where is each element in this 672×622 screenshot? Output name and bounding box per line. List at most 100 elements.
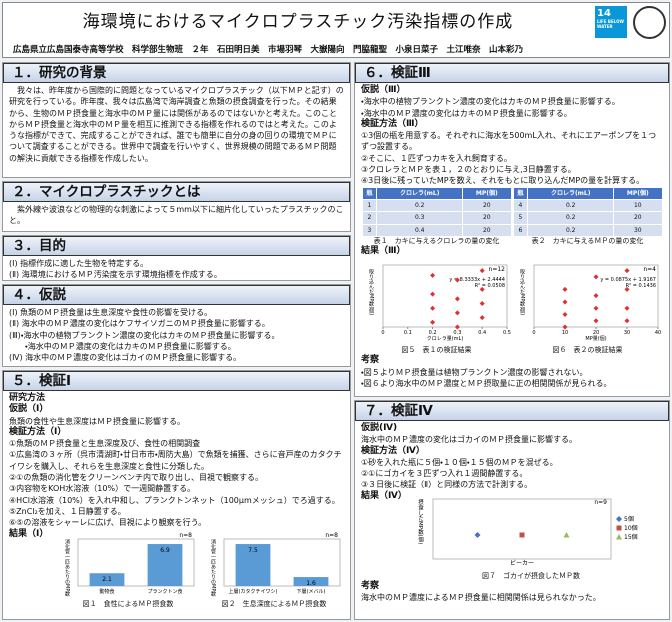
table-cell: 0.3	[376, 211, 464, 225]
value-label: 7.5	[248, 547, 258, 554]
x-tick-label: 0.4	[478, 330, 486, 336]
text-line: ・海水中の植物プランクトン濃度の変化はカキのＭＰ摂食量に影響する。	[361, 97, 620, 107]
r-squared: R² = 0.1436	[625, 283, 655, 289]
text-line: 仮説（Ⅰ）	[9, 404, 49, 415]
figure: 摂食したMP数(個) n=9 ビーカー 5個 10個 15個 図７ ゴカイが摂食したＭＰ数	[411, 491, 651, 581]
point	[479, 315, 485, 321]
point	[563, 531, 570, 538]
table-row: 2 0.3 20	[361, 211, 512, 225]
point	[624, 268, 629, 274]
table-header-cell: クロレラ(mL)	[527, 186, 615, 200]
text-line: 仮説（Ⅲ）	[361, 85, 406, 95]
result-heading: 結果（Ⅳ）	[361, 490, 407, 501]
x-axis-label: クロレラ量(mL)	[426, 335, 463, 342]
value-label: 1.6	[306, 580, 316, 587]
table-cell: 20	[462, 223, 512, 237]
section-heading: ６．検証Ⅲ	[355, 63, 669, 83]
table-header-cell: クロレラ(mL)	[376, 186, 464, 200]
text-line: (Ⅰ) 指標作成に適した生物を特定する。	[9, 259, 149, 268]
n-label: n=12	[488, 266, 505, 273]
point	[593, 318, 598, 324]
y-axis-label: 取り込んだMP数(個)	[368, 269, 374, 315]
y-axis-label: 消化管一匹あたりのMP数(個)	[210, 538, 216, 597]
n-label: n=9	[594, 499, 607, 506]
point	[429, 305, 435, 311]
sdg-number: 14	[597, 8, 611, 19]
table-header-cell: MP(個)	[462, 186, 512, 200]
table: 瓶クロレラ(mL) MP(個) 4 0.2 10 5 0.2 20 6 0.2 30	[512, 186, 663, 237]
text-line: ①広島湾の３ヶ所（呉市清湖町・廿日市市・周防大島）で魚類を捕獲、さらに音戸産のカ…	[9, 450, 342, 471]
legend-marker	[616, 533, 622, 540]
x-tick-label: プランクトン食	[147, 589, 182, 595]
lines: 仮説（Ⅲ） ・海水中の植物プランクトン濃度の変化はカキのＭＰ摂食量に影響する。 ・海…	[361, 85, 663, 187]
section-heading: １．研究の背景	[3, 63, 350, 83]
legend-marker	[616, 515, 622, 522]
caption: 図２ 生息深度によるＭＰ摂食数	[221, 599, 327, 608]
sdg-text: LIFE BELOW WATER	[597, 19, 624, 29]
x-tick-label: 0.3	[453, 330, 461, 336]
n-label: n=8	[325, 532, 338, 539]
table-cell: 0.2	[527, 198, 615, 213]
point	[593, 274, 598, 280]
section-body: (Ⅰ) 指標作成に適した生物を特定する。 (Ⅱ) 海環境におけるＭＰ汚染度を示す環…	[3, 256, 350, 280]
legend-label: 15個	[624, 533, 638, 541]
value-label: 6.9	[160, 547, 170, 554]
text-line: (Ⅰ) 魚類のＭＰ摂食量は生息深度や食性の影響を受ける。	[9, 308, 213, 317]
discussion-heading: 考察	[361, 581, 380, 592]
sdg-logo: 14 LIFE BELOW WATER	[595, 6, 627, 38]
table-wrap: 瓶クロレラ(mL) MP(個) 4 0.2 10 5 0.2 20 6 0.2 30 表２ カキに与え…	[512, 186, 663, 246]
point	[454, 324, 460, 330]
bar-chart: 消化管一匹あたりのMP数(個) n=8 2.1 動物食 6.9 プランクトン食	[64, 532, 195, 605]
text-line: 海水中のＭＰ濃度によるＭＰ摂食量に相関関係は見られなかった。	[361, 593, 601, 603]
section-heading: ７．検証Ⅳ	[355, 401, 669, 421]
section-heading: ３．目的	[3, 236, 350, 256]
text-line: ①魚類のＭＰ摂食量と生息深度及び、食性の相関調査	[9, 439, 201, 449]
x-axis-label: MP量(個)	[585, 335, 606, 342]
figure: 消化管一匹あたりのMP数(個) n=8 7.5 上層(カタクチイワシ) 1.6 下層(メバ…	[204, 529, 344, 609]
result-heading: 結果（Ⅲ）	[361, 245, 406, 256]
table-row: 瓶クロレラ(mL) MP(個) 1 0.2 20 2 0.3 20 3 0.4 20 表１ カキに与え…	[361, 186, 663, 246]
legend-label: 10個	[624, 524, 638, 532]
point	[562, 299, 567, 305]
point	[454, 277, 460, 283]
text-line: ③クロレラとＭＰを表１，２のとおりに与え,3日静置する。	[361, 165, 576, 175]
text-line: 検証方法（Ⅲ）	[361, 118, 424, 129]
section-heading: ４．仮説	[3, 285, 350, 305]
value-label: 2.1	[102, 576, 112, 583]
text-line: (Ⅳ) 海水中のＭＰ濃度の変化はゴカイのＭＰ摂食量に影響する。	[9, 353, 242, 363]
point	[562, 312, 567, 318]
figure: 取り込んだMP数(個) n=12 y = 8.3333x + 2.4444 R² = …	[363, 257, 511, 355]
table-wrap: 瓶クロレラ(mL) MP(個) 1 0.2 20 2 0.3 20 3 0.4 20 表１ カキに与え…	[361, 186, 512, 246]
table-row: 4 0.2 10	[512, 198, 663, 213]
point	[562, 287, 567, 293]
bar	[293, 576, 329, 586]
point	[429, 291, 435, 297]
table-caption: 表１ カキに与えるクロレラの量の変化	[373, 236, 500, 245]
y-axis-label: 取り込んだMP数(個)	[519, 269, 525, 315]
table-cell: 20	[462, 198, 512, 213]
table-cell: 5	[512, 211, 529, 225]
table-cell: 20	[462, 211, 512, 225]
section-body: 仮説（Ⅲ） ・海水中の植物プランクトン濃度の変化はカキのＭＰ摂食量に影響する。 ・海…	[355, 83, 669, 391]
authors: 広島県立広島国泰寺高等学校 科学部生物班 ２年 石田明日美 市場羽琴 大嶽陽向 …	[13, 45, 524, 55]
table: 瓶クロレラ(mL) MP(個) 1 0.2 20 2 0.3 20 3 0.4 20	[361, 186, 512, 237]
text-line: ⑤ZnCl₂を加え、１日静置する。	[9, 506, 126, 516]
text-line: (Ⅲ)・海水中の植物プランクトン濃度の変化はカキのＭＰ摂食量に影響する。	[9, 330, 280, 340]
section: ７．検証Ⅳ 仮説(Ⅳ) 海水中のＭＰ濃度の変化はゴカイのＭＰ摂食量に影響する。 検証…	[354, 400, 670, 620]
x-tick-label: 30	[623, 330, 629, 336]
y-axis-label: 消化管一匹あたりのMP数(個)	[64, 538, 70, 597]
x-tick-label: 0.5	[503, 330, 511, 336]
text-line: 海水中のＭＰ濃度の変化はゴカイのＭＰ摂食量に影響する。	[361, 435, 577, 445]
result-heading: 結果（Ⅰ）	[9, 528, 49, 539]
text-line: ②①にゴカイを３匹ずつ入れ１週間静置する。	[361, 469, 528, 479]
text-line: ②そこに、１匹ずつカキを入れ飼育する。	[361, 153, 512, 163]
section-heading: ２．マイクロプラスチックとは	[3, 182, 350, 202]
table-row: 1 0.2 20	[361, 198, 512, 213]
section-body: 我々は、昨年度から国際的に問題となっているマイクロプラスチック（以下ＭＰと記す）…	[3, 83, 350, 166]
bar	[235, 543, 271, 586]
table-cell: 6	[512, 223, 529, 237]
x-tick-label: 40	[654, 330, 660, 336]
